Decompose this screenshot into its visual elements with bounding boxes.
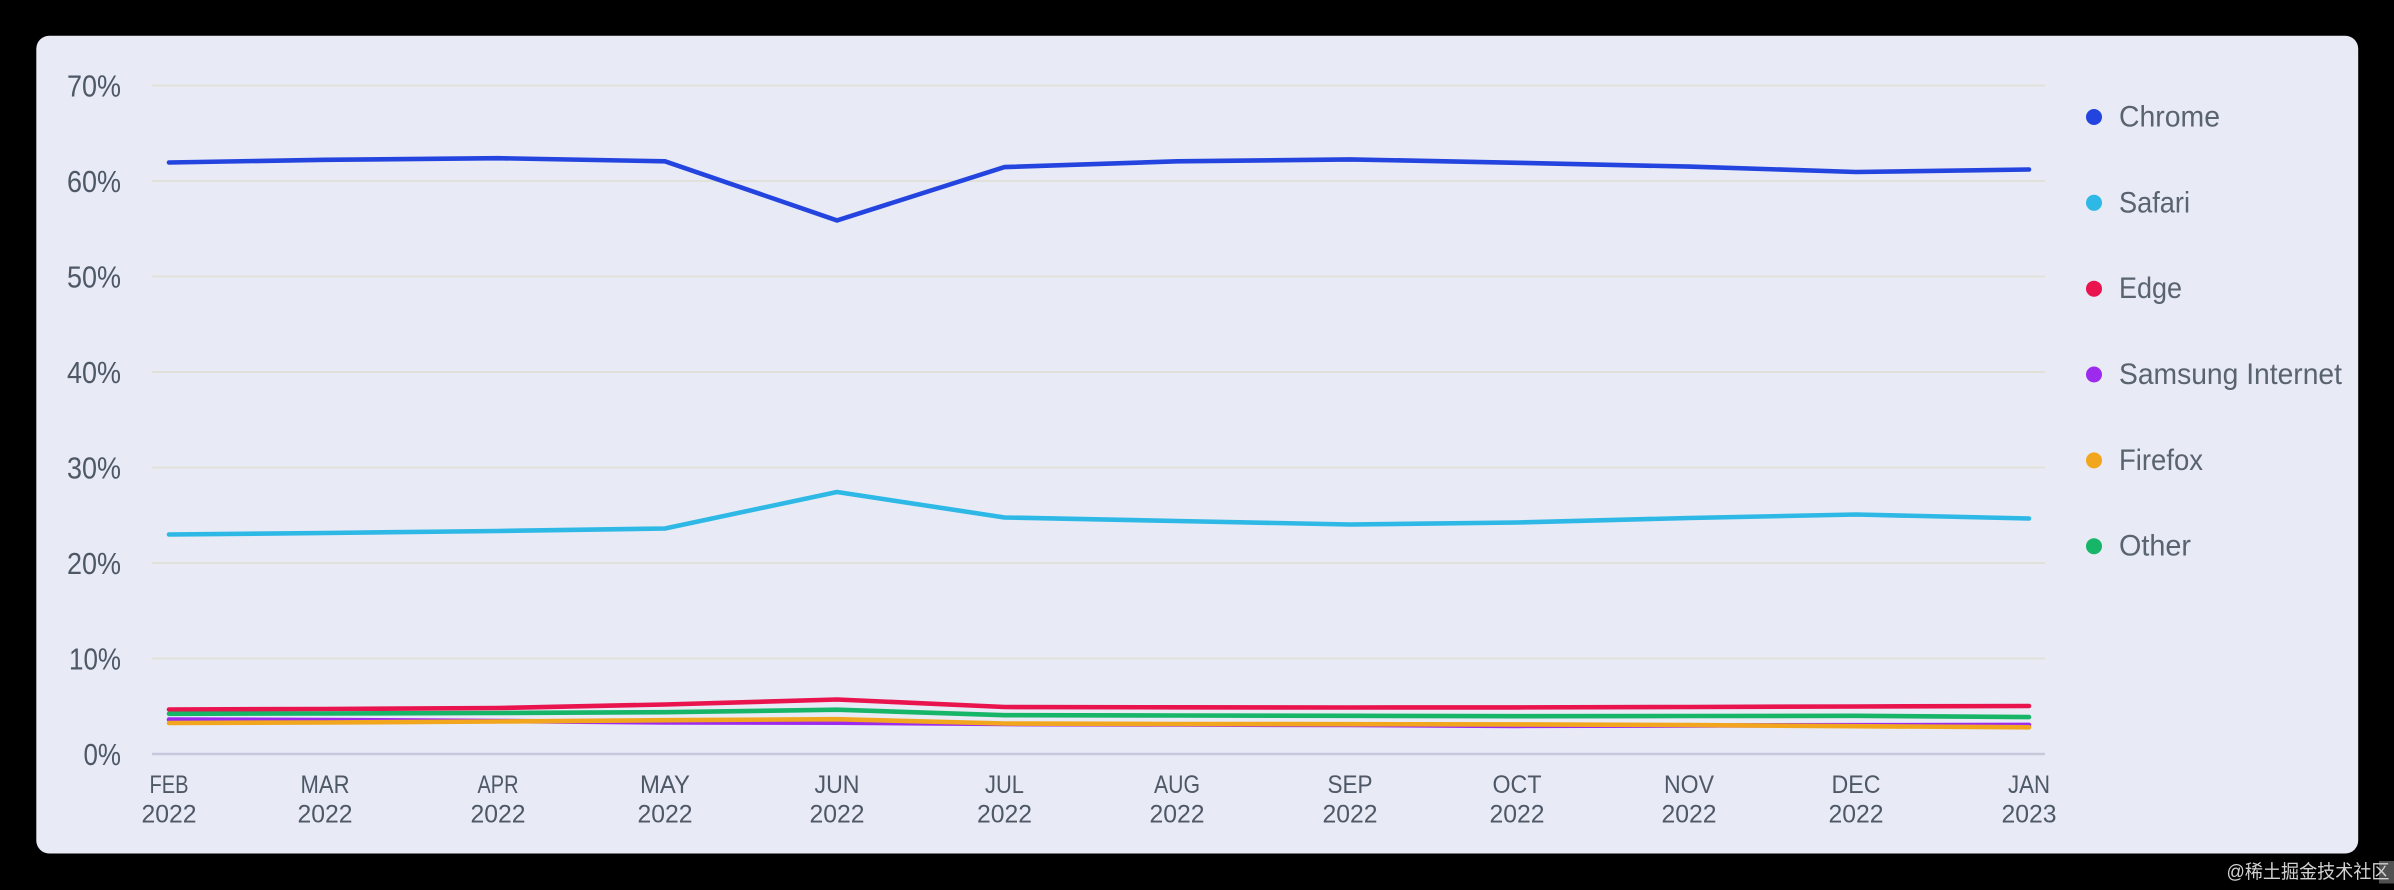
svg-text:2022: 2022 <box>1323 801 1378 829</box>
svg-text:AUG: AUG <box>1154 771 1200 799</box>
svg-text:30%: 30% <box>67 452 121 486</box>
svg-text:2022: 2022 <box>298 801 353 829</box>
svg-text:MAR: MAR <box>301 771 350 799</box>
svg-text:2023: 2023 <box>2002 801 2057 829</box>
svg-text:Firefox: Firefox <box>2119 444 2203 477</box>
svg-text:Edge: Edge <box>2119 272 2182 305</box>
svg-text:2022: 2022 <box>142 801 197 829</box>
svg-text:50%: 50% <box>67 261 121 295</box>
svg-text:Samsung Internet: Samsung Internet <box>2119 358 2342 391</box>
svg-text:JAN: JAN <box>2008 771 2050 799</box>
svg-text:Chrome: Chrome <box>2119 101 2220 134</box>
svg-text:2022: 2022 <box>1150 801 1205 829</box>
svg-text:Safari: Safari <box>2119 186 2190 219</box>
svg-text:FEB: FEB <box>150 771 189 799</box>
svg-text:MAY: MAY <box>640 771 690 799</box>
svg-text:OCT: OCT <box>1493 771 1542 799</box>
svg-text:40%: 40% <box>67 356 121 390</box>
svg-text:10%: 10% <box>69 643 121 677</box>
svg-text:2022: 2022 <box>1829 801 1884 829</box>
svg-text:JUN: JUN <box>815 771 860 799</box>
svg-text:APR: APR <box>478 771 519 799</box>
svg-text:2022: 2022 <box>471 801 526 829</box>
svg-text:2022: 2022 <box>1490 801 1545 829</box>
svg-text:60%: 60% <box>67 165 121 199</box>
svg-text:@稀土掘金技术社区: @稀土掘金技术社区 <box>2227 861 2390 883</box>
svg-text:2022: 2022 <box>638 801 693 829</box>
svg-text:2022: 2022 <box>1662 801 1717 829</box>
svg-text:NOV: NOV <box>1664 771 1714 799</box>
svg-text:DEC: DEC <box>1832 771 1881 799</box>
svg-text:JUL: JUL <box>985 771 1024 799</box>
svg-text:2022: 2022 <box>977 801 1032 829</box>
svg-text:70%: 70% <box>67 70 121 104</box>
svg-text:2022: 2022 <box>810 801 865 829</box>
svg-text:0%: 0% <box>84 738 122 772</box>
svg-text:Other: Other <box>2119 530 2191 563</box>
svg-text:SEP: SEP <box>1328 771 1373 799</box>
svg-text:20%: 20% <box>67 547 121 581</box>
